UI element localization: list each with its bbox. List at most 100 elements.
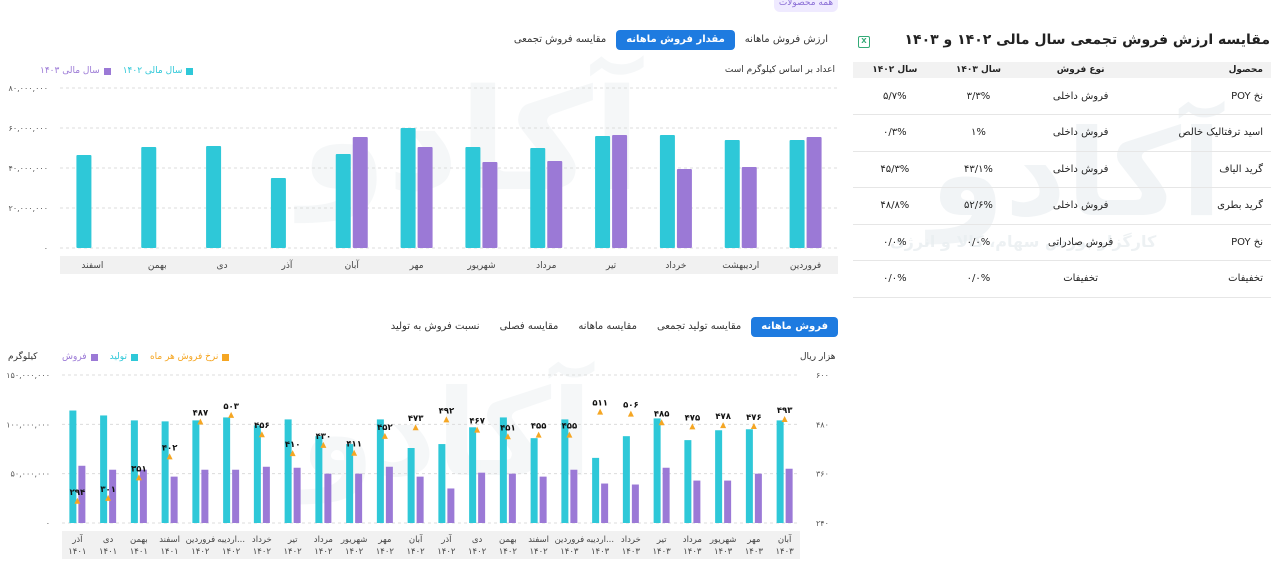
bar-sales (324, 473, 332, 523)
x-tick-label: تیر (605, 261, 617, 271)
bar-production (715, 430, 723, 523)
legend-item-1402[interactable]: سال مالی ۱۴۰۲ (123, 66, 194, 76)
cell-1403: ۰/۰% (936, 224, 1021, 261)
table-row: تخفیفات تخفیفات ۰/۰% ۰/۰% (853, 260, 1271, 298)
rate-marker (658, 419, 665, 426)
bar-1403 (806, 137, 822, 248)
cell-product: نخ POY (1141, 78, 1271, 115)
cell-product: گرید الیاف (1141, 151, 1271, 188)
x-tick-label-month: اسفند (528, 535, 549, 545)
bar-production (469, 427, 477, 523)
bar-production (407, 448, 415, 523)
x-tick-label-month: آذر (440, 533, 452, 545)
tab-cumulative-production-comparison[interactable]: مقایسه تولید تجمعی (656, 321, 742, 332)
bar-sales (508, 473, 516, 523)
y-tick-label: ۱۰۰,۰۰۰,۰۰۰ (6, 420, 50, 429)
x-tick-label-year: ۱۴۰۳ (714, 547, 733, 557)
rate-marker (135, 474, 142, 481)
rate-marker (166, 453, 173, 460)
rate-marker (504, 433, 511, 440)
rate-label: ۴۳۰ (316, 432, 332, 442)
legend-item-rate[interactable]: نرخ فروش هر ماه (149, 352, 230, 362)
legend-item-production[interactable]: تولید (110, 352, 138, 362)
bar-production (438, 444, 446, 523)
x-tick-label-year: ۱۴۰۲ (529, 547, 548, 557)
bar-1402 (530, 148, 546, 248)
y-tick-label: ۴۰,۰۰۰,۰۰۰ (9, 164, 48, 173)
x-tick-label-year: ۱۴۰۲ (283, 547, 302, 557)
table-row: نخ POY فروش صادراتی ۰/۰% ۰/۰% (853, 224, 1271, 261)
bar-sales (724, 480, 732, 523)
x-tick-label-month: خرداد (621, 535, 641, 545)
tab-sales-to-production-ratio[interactable]: نسبت فروش به تولید (390, 321, 480, 332)
rate-marker (197, 418, 204, 425)
bar-production (653, 418, 661, 523)
cell-product: گرید بطری (1141, 187, 1271, 225)
rate-marker (566, 431, 573, 438)
x-tick-label-month: اردیبه... (217, 535, 245, 545)
bar-production (315, 436, 323, 523)
cell-sale-type: فروش داخلی (1020, 114, 1141, 152)
rate-marker (74, 497, 81, 504)
legend-item-1403[interactable]: سال مالی ۱۴۰۳ (40, 66, 111, 76)
bar-1403 (676, 169, 692, 248)
bar-1402 (270, 178, 286, 248)
tab-monthly-sales-value[interactable]: ارزش فروش ماهانه (744, 34, 828, 45)
y2-tick-label: ۴۸۰ (816, 420, 829, 429)
rate-label: ۴۱۰ (285, 440, 301, 450)
tab-cumulative-sales-comparison[interactable]: مقایسه فروش تجمعی (513, 34, 607, 45)
rate-label: ۳۰۱ (100, 485, 116, 495)
rate-marker (750, 422, 757, 429)
rate-marker (474, 426, 481, 433)
bottom-chart-legend: نرخ فروش هر ماه تولید فروش (62, 352, 230, 362)
y-tick-label: ۶۰,۰۰۰,۰۰۰ (9, 124, 48, 133)
rate-marker (781, 415, 788, 422)
tab-seasonal-comparison[interactable]: مقایسه فصلی (499, 321, 559, 332)
bar-sales (478, 472, 486, 523)
bar-sales (754, 473, 762, 523)
bar-sales (78, 465, 86, 523)
bar-sales (785, 468, 793, 523)
rate-label: ۴۷۶ (746, 413, 762, 423)
legend-swatch (186, 67, 194, 75)
bar-1403 (352, 137, 368, 248)
legend-swatch (130, 353, 138, 361)
tab-monthly-sales-quantity[interactable]: مقدار فروش ماهانه (616, 30, 735, 50)
bottom-chart-tabs: فروش ماهانه مقایسه تولید تجمعی مقایسه ما… (381, 317, 838, 337)
cell-sale-type: فروش صادراتی (1020, 224, 1141, 261)
y-tick-label: ۰ (44, 244, 48, 253)
legend-label: نرخ فروش هر ماه (149, 352, 219, 362)
x-tick-label-month: فروردین (555, 535, 585, 545)
legend-label: تولید (109, 352, 127, 362)
x-tick-label-month: مهر (746, 535, 760, 545)
monthly-sales-quantity-chart: ۰ ۲۰,۰۰۰,۰۰۰ ۴۰,۰۰۰,۰۰۰ ۶۰,۰۰۰,۰۰۰ ۸۰,۰۰۰,۰۰… (9, 84, 838, 274)
x-tick-label-year: ۱۴۰۲ (376, 547, 395, 557)
bar-production (223, 417, 231, 523)
rate-marker (381, 432, 388, 439)
bar-production (100, 415, 108, 523)
all-products-badge[interactable]: همه محصولات (774, 0, 838, 12)
cell-sale-type: فروش داخلی (1020, 187, 1141, 225)
y2-tick-label: ۳۶۰ (816, 470, 829, 479)
tab-monthly-sales[interactable]: فروش ماهانه (751, 317, 838, 337)
cell-sale-type: تخفیفات (1020, 260, 1141, 298)
excel-export-icon[interactable]: X (858, 36, 870, 48)
bar-1402 (141, 147, 157, 248)
bar-1402 (206, 146, 222, 248)
bar-sales (447, 488, 455, 523)
x-tick-label-month: آبان (409, 533, 423, 545)
table-row: نخ POY فروش داخلی ۳/۳% ۵/۷% (853, 78, 1271, 115)
tab-monthly-comparison[interactable]: مقایسه ماهانه (578, 321, 637, 332)
x-tick-label-year: ۱۴۰۲ (499, 547, 518, 557)
rate-label: ۵۱۱ (592, 399, 608, 409)
legend-item-sales[interactable]: فروش (62, 352, 98, 362)
x-tick-label-year: ۱۴۰۲ (468, 547, 487, 557)
bar-1402 (659, 135, 675, 248)
x-tick-label-year: ۱۴۰۲ (222, 547, 241, 557)
legend-label: سال مالی ۱۴۰۲ (122, 66, 183, 76)
rate-marker (258, 431, 265, 438)
rate-label: ۲۹۴ (70, 488, 86, 498)
cell-sale-type: فروش داخلی (1020, 151, 1141, 188)
bar-production (745, 429, 753, 523)
legend-swatch (103, 67, 111, 75)
